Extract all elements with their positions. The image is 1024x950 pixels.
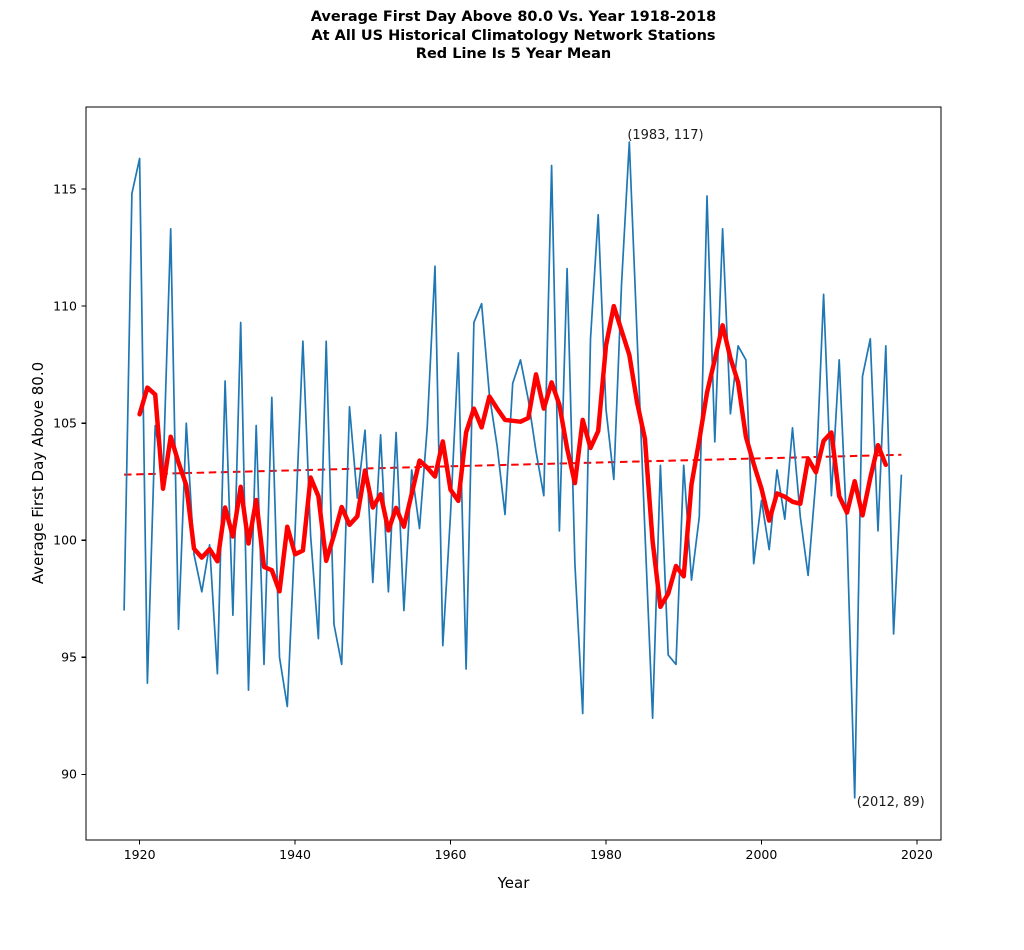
y-tick-label: 115 [53, 181, 77, 196]
y-tick-label: 95 [61, 650, 77, 665]
x-tick-label: 1940 [279, 847, 311, 862]
trend-dashed-line [124, 453, 902, 476]
annotation-1983-117: (1983, 117) [627, 128, 704, 144]
x-tick-label: 2000 [746, 847, 778, 862]
y-tick-label: 110 [53, 298, 77, 313]
x-tick-label: 1980 [590, 847, 622, 862]
x-axis-label: Year [497, 874, 530, 892]
plot-frame [85, 106, 942, 841]
annual-series-line [123, 141, 903, 799]
x-tick-label: 2020 [901, 847, 933, 862]
annotation-2012-89: (2012, 89) [856, 794, 925, 810]
chart-title: Average First Day Above 80.0 Vs. Year 19… [86, 8, 941, 64]
y-tick-label: 105 [53, 415, 77, 430]
chart-title-line3: Red Line Is 5 Year Mean [415, 46, 612, 62]
chart-title-line1: Average First Day Above 80.0 Vs. Year 19… [310, 9, 717, 25]
chart-title-line2: At All US Historical Climatology Network… [311, 27, 716, 44]
y-axis-label: Average First Day Above 80.0 [29, 361, 47, 585]
y-tick-label: 100 [53, 533, 77, 548]
five-year-mean-line [137, 303, 889, 610]
x-tick-label: 1960 [435, 847, 467, 862]
x-tick-label: 1920 [124, 847, 156, 862]
y-tick-label: 90 [61, 767, 77, 782]
